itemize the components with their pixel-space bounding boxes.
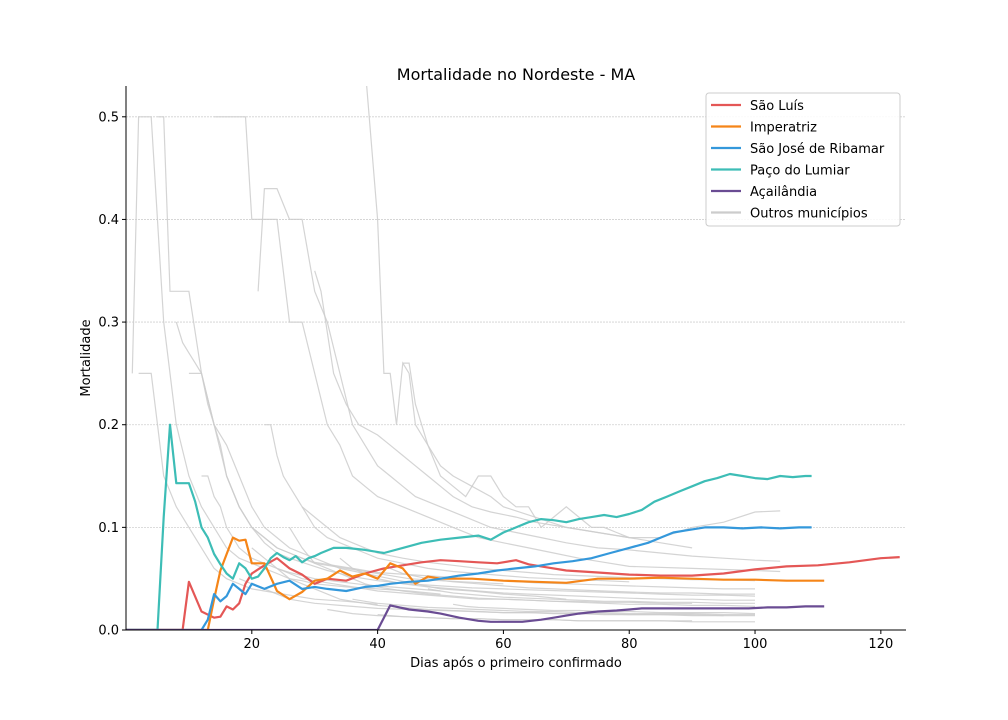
other-municipality-line (377, 614, 693, 622)
other-municipality-line (131, 116, 441, 595)
other-municipality-line (257, 188, 781, 562)
legend-label: Imperatriz (750, 121, 817, 136)
series-line (126, 423, 812, 630)
x-axis-label: Dias após o primeiro confirmado (410, 656, 622, 671)
y-tick-label: 0.4 (98, 213, 119, 228)
other-municipality-line (276, 567, 724, 617)
legend-label: Açailândia (750, 185, 817, 200)
series-line (126, 536, 825, 630)
axes (125, 86, 906, 631)
chart-title: Mortalidade no Nordeste - MA (397, 65, 635, 84)
highlighted-series-lines (126, 423, 900, 630)
y-tick-label: 0.3 (98, 316, 119, 331)
other-municipality-line (264, 424, 630, 583)
other-municipality-line (201, 475, 441, 592)
legend-label: Outros municípios (750, 207, 868, 222)
other-municipality-line (427, 588, 755, 604)
other-municipality-line (157, 116, 567, 600)
other-municipality-line (453, 603, 756, 615)
other-municipality-line (352, 598, 755, 616)
x-tick-label: 40 (369, 637, 386, 652)
other-municipality-line (138, 372, 378, 605)
series-line (126, 604, 825, 630)
x-tick-label: 120 (868, 637, 893, 652)
y-tick-label: 0.5 (98, 110, 119, 125)
series-line (126, 526, 812, 630)
legend-box (705, 92, 901, 227)
legend-label: São Luís (750, 99, 804, 114)
x-tick-label: 60 (495, 637, 512, 652)
legend-label: São José de Ribamar (750, 142, 885, 157)
series-line (126, 556, 900, 630)
y-tick-label: 0.2 (98, 418, 119, 433)
x-tick-label: 20 (244, 637, 261, 652)
x-tick-label: 80 (621, 637, 638, 652)
y-tick-label: 0.0 (98, 624, 119, 639)
other-municipality-line (251, 547, 693, 604)
y-axis-label: Mortalidade (79, 319, 94, 396)
tick-labels: 20 40 60 80 100 120 0.0 0.1 0.2 0.3 0.4 0.5 (98, 110, 893, 652)
y-tick-label: 0.1 (98, 521, 119, 536)
legend-label: Paço do Lumiar (750, 164, 850, 179)
other-municipality-line (214, 116, 781, 573)
legend: São Luís Imperatriz São José de Ribamar Paç… (705, 92, 901, 227)
x-tick-label: 100 (743, 637, 768, 652)
other-municipality-line (288, 527, 756, 607)
